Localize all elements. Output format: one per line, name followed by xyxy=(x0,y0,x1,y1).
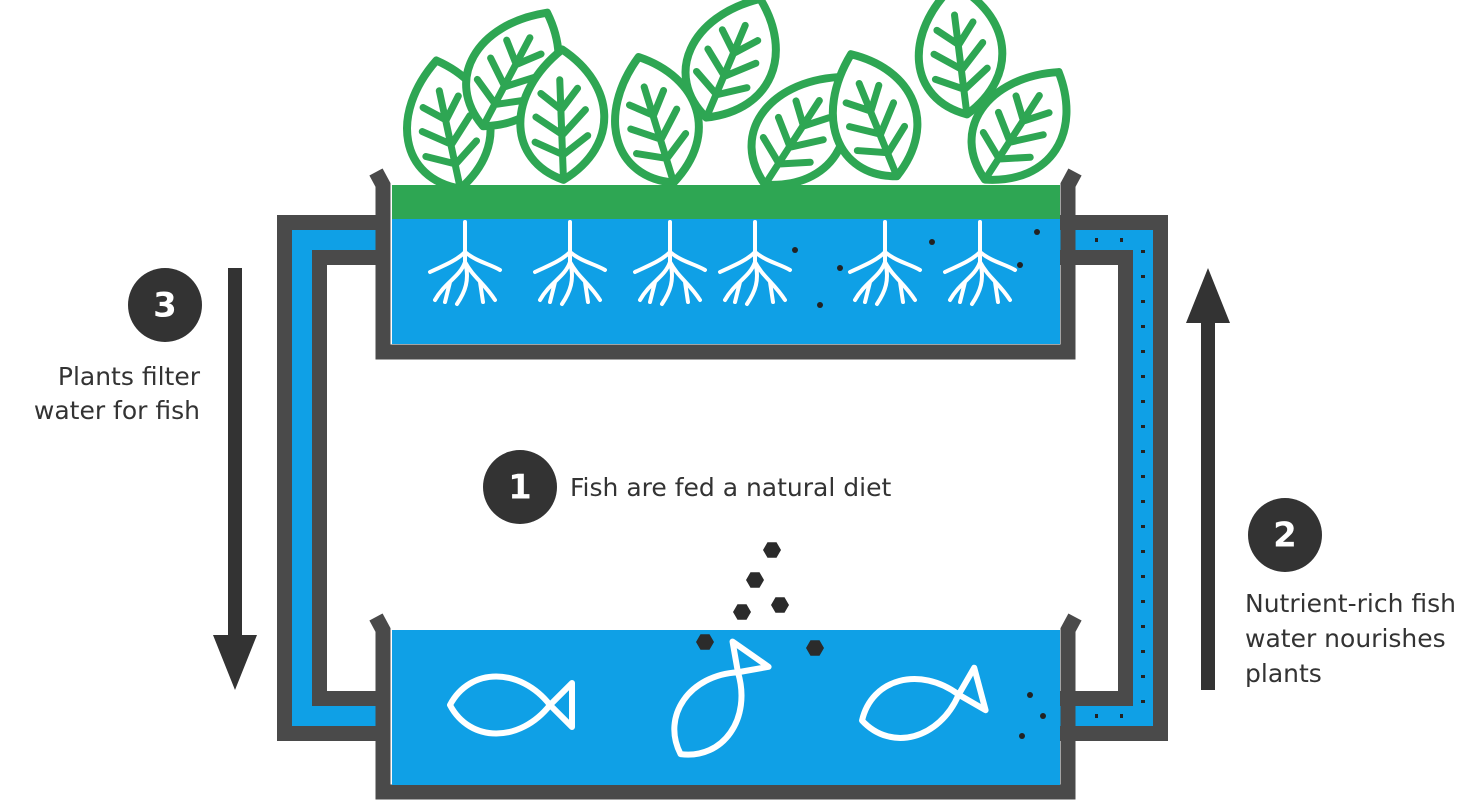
down-arrow xyxy=(213,268,257,690)
step-number: 2 xyxy=(1273,516,1297,556)
step-label: Plants filter xyxy=(58,362,201,391)
step-label: Nutrient-rich fish xyxy=(1245,589,1456,618)
fish-tank xyxy=(369,542,1082,800)
step-number: 3 xyxy=(153,286,177,326)
step-label: Fish are fed a natural diet xyxy=(570,473,891,502)
grow-bed xyxy=(369,0,1090,360)
left-pipe xyxy=(277,215,390,741)
right-pipe xyxy=(1060,215,1168,741)
step-badge xyxy=(128,268,202,342)
step-number: 1 xyxy=(508,468,532,508)
step-badge xyxy=(483,450,557,524)
step-label: water for fish xyxy=(34,396,200,425)
up-arrow xyxy=(1186,268,1230,690)
step-label: plants xyxy=(1245,659,1322,688)
step-label: water nourishes xyxy=(1245,624,1446,653)
step-badge xyxy=(1248,498,1322,572)
